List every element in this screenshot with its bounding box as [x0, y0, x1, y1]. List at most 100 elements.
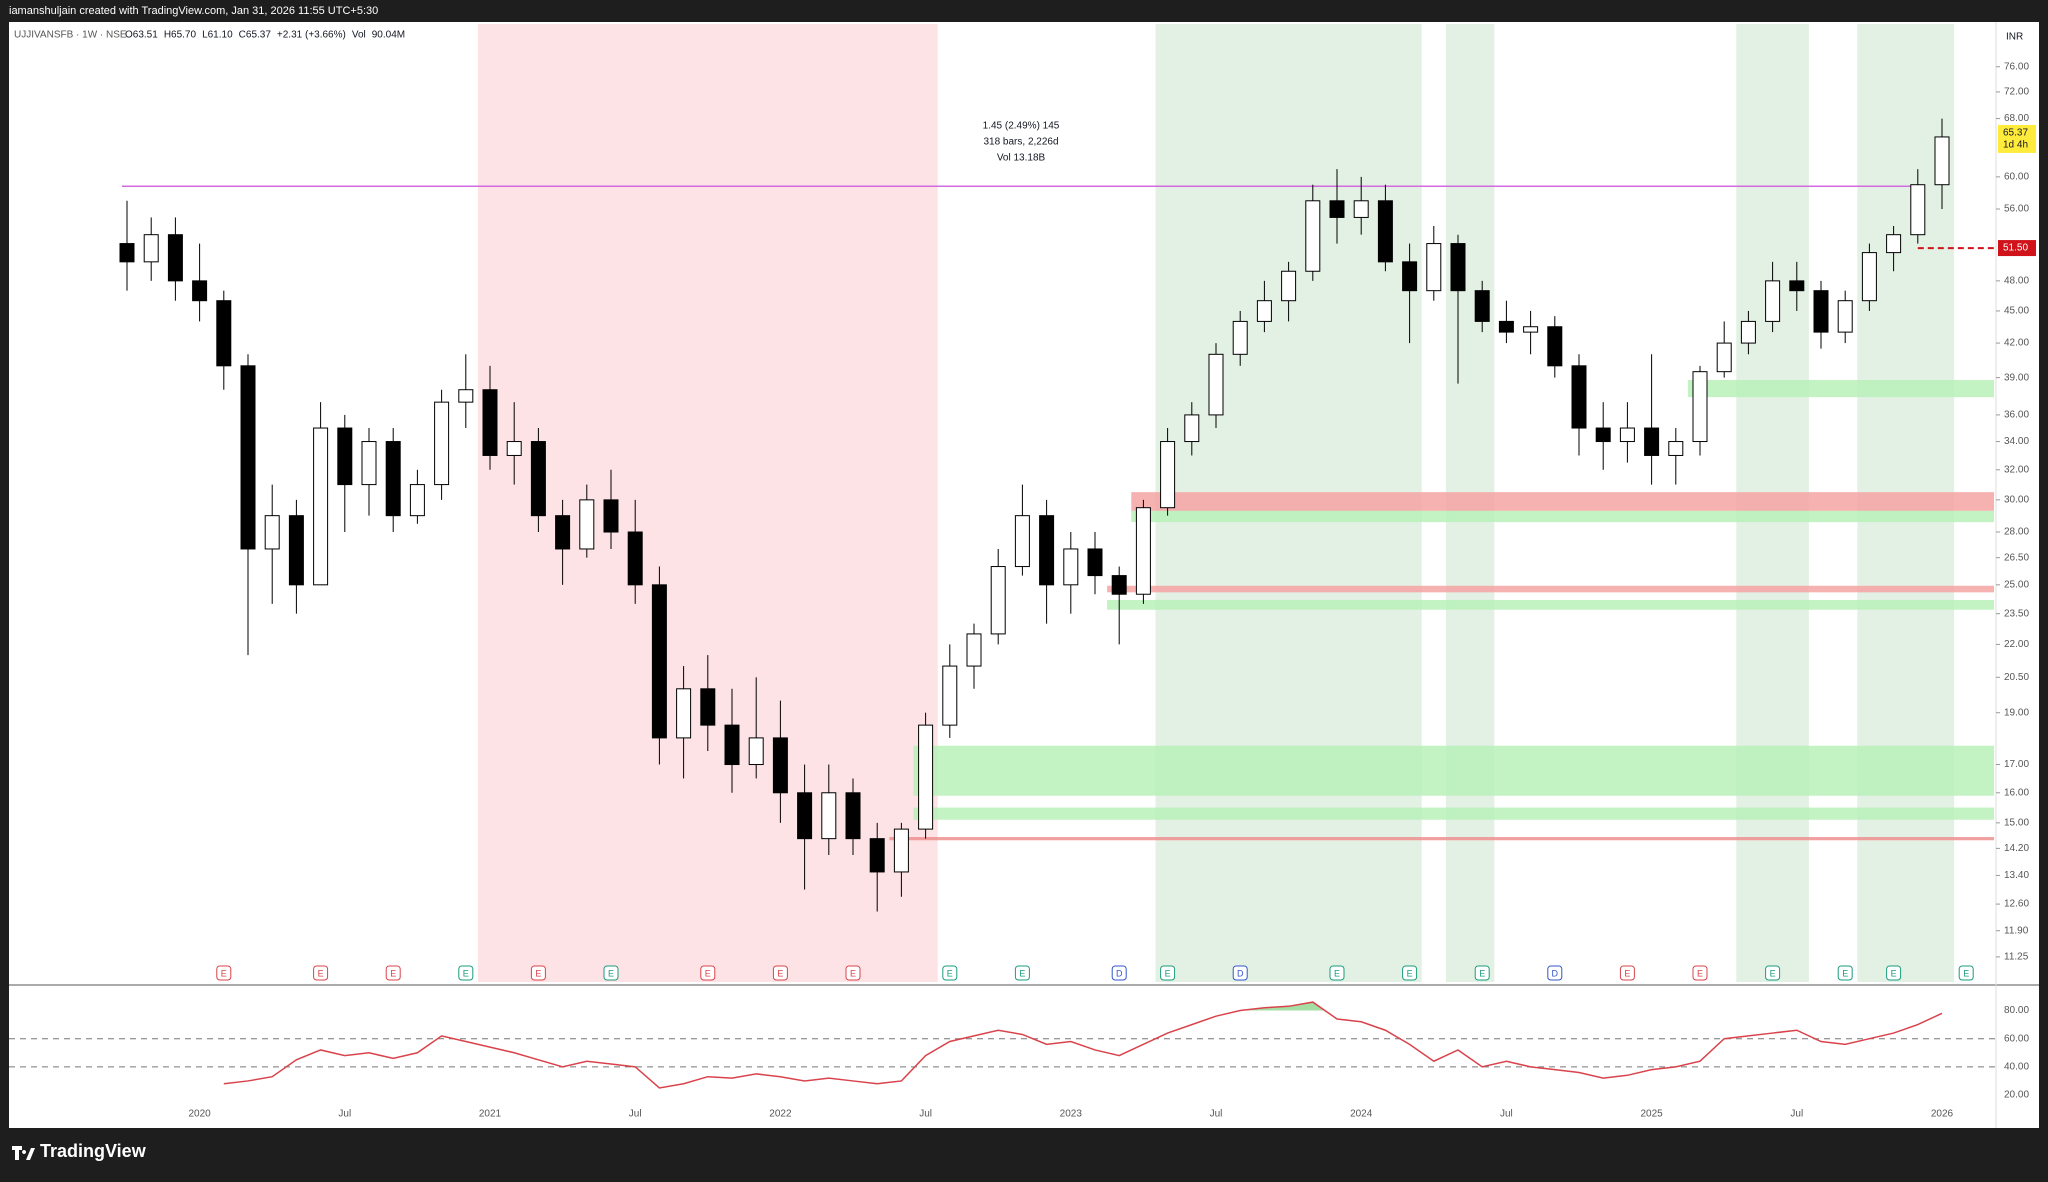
- candle-body: [1329, 200, 1345, 218]
- x-tick-label: Jul: [629, 1109, 642, 1120]
- event-label: E: [1770, 968, 1776, 978]
- y-tick-label: 16.00: [2004, 787, 2029, 798]
- chart-bg: [9, 22, 2039, 1128]
- candle-body: [361, 441, 377, 486]
- candle-body: [167, 234, 183, 282]
- zone: [889, 837, 1994, 841]
- candle-body: [1111, 575, 1127, 595]
- candle-body: [1910, 184, 1926, 236]
- legend-item: L61.10: [202, 30, 233, 41]
- event-label: E: [463, 968, 469, 978]
- y-tick-label: 68.00: [2004, 113, 2029, 124]
- event-badge: [385, 965, 401, 981]
- event-label: E: [318, 968, 324, 978]
- y-tick-label: 72.00: [2004, 87, 2029, 98]
- candle-body: [1087, 548, 1103, 577]
- last-price: 65.37: [2003, 128, 2028, 139]
- y-tick-label: 20.50: [2004, 672, 2029, 683]
- legend-symbol: UJJIVANSFB · 1W · NSE: [14, 30, 127, 41]
- event-label: E: [221, 968, 227, 978]
- legend-item: 90.04M: [372, 30, 405, 41]
- candle-body: [1377, 200, 1393, 263]
- candle-body: [1305, 200, 1321, 272]
- event-badge: [1547, 965, 1563, 981]
- event-badge: [1232, 965, 1248, 981]
- event-label: E: [705, 968, 711, 978]
- candle-body: [1402, 261, 1418, 292]
- event-badge: [1014, 965, 1030, 981]
- candle-body: [119, 243, 135, 263]
- candle-body: [240, 365, 256, 550]
- legend-item: Vol: [352, 30, 366, 41]
- event-badge: [1474, 965, 1490, 981]
- candle-body: [1014, 515, 1030, 568]
- y-tick-label: 36.00: [2004, 410, 2029, 421]
- y-tick-label: 11.25: [2004, 952, 2029, 963]
- x-tick-label: 2025: [1640, 1109, 1663, 1120]
- candle-body: [990, 566, 1006, 635]
- x-tick-label: Jul: [1500, 1109, 1513, 1120]
- candle-body: [1595, 427, 1611, 443]
- candle-body: [1281, 270, 1297, 302]
- candle-body: [821, 792, 837, 840]
- event-label: E: [608, 968, 614, 978]
- event-badge: [772, 965, 788, 981]
- countdown: 1d 4h: [2003, 140, 2028, 151]
- event-badge: [1111, 965, 1127, 981]
- event-label: E: [1019, 968, 1025, 978]
- zone: [1131, 510, 1994, 523]
- candle-body: [313, 427, 329, 586]
- candle-body: [1813, 290, 1829, 333]
- event-badge: [530, 965, 546, 981]
- candle-body: [797, 792, 813, 840]
- legend-item: H65.70: [164, 30, 197, 41]
- event-badge: [1160, 965, 1176, 981]
- candle-body: [1039, 515, 1055, 586]
- y-tick-label: 39.00: [2004, 372, 2029, 383]
- candle-body: [627, 531, 643, 586]
- zone: [1131, 492, 1994, 511]
- candle-body: [1692, 371, 1708, 443]
- candle-body: [1184, 414, 1200, 443]
- event-label: D: [1552, 968, 1559, 978]
- event-label: D: [1237, 968, 1244, 978]
- y-tick-label: 19.00: [2004, 707, 2029, 718]
- measure-label: Vol 13.18B: [997, 153, 1046, 164]
- candle-body: [1208, 353, 1224, 416]
- y-tick-label: 45.00: [2004, 306, 2029, 317]
- candle-body: [1571, 365, 1587, 429]
- x-tick-label: 2022: [769, 1109, 792, 1120]
- candle-body: [1523, 326, 1539, 333]
- candle-body: [893, 828, 909, 873]
- candle-body: [845, 792, 861, 840]
- legend-item: +2.31 (+3.66%): [277, 30, 346, 41]
- candle-body: [1789, 280, 1805, 292]
- rsi-tick-label: 40.00: [2004, 1061, 2029, 1072]
- event-badge: [216, 965, 232, 981]
- stop-label: 51.50: [2003, 243, 2028, 254]
- y-tick-label: 17.00: [2004, 759, 2029, 770]
- candle-body: [1232, 320, 1248, 355]
- logo: [12, 1146, 35, 1160]
- candle-body: [409, 484, 425, 517]
- legend-item: C65.37: [239, 30, 272, 41]
- event-badge: [845, 965, 861, 981]
- y-tick-label: 26.50: [2004, 552, 2029, 563]
- zone: [1107, 585, 1994, 593]
- candle-body: [1668, 441, 1684, 456]
- x-tick-label: 2026: [1931, 1109, 1954, 1120]
- x-tick-label: Jul: [1790, 1109, 1803, 1120]
- event-badge: [942, 965, 958, 981]
- candle-body: [288, 515, 304, 586]
- candle-body: [1474, 290, 1490, 322]
- candle-body: [458, 389, 474, 403]
- y-tick-label: 15.00: [2004, 817, 2029, 828]
- candle-body: [1426, 243, 1442, 292]
- event-badge: [700, 965, 716, 981]
- candle-body: [1256, 300, 1272, 322]
- event-label: E: [1963, 968, 1969, 978]
- y-tick-label: 28.00: [2004, 527, 2029, 538]
- y-tick-label: 32.00: [2004, 464, 2029, 475]
